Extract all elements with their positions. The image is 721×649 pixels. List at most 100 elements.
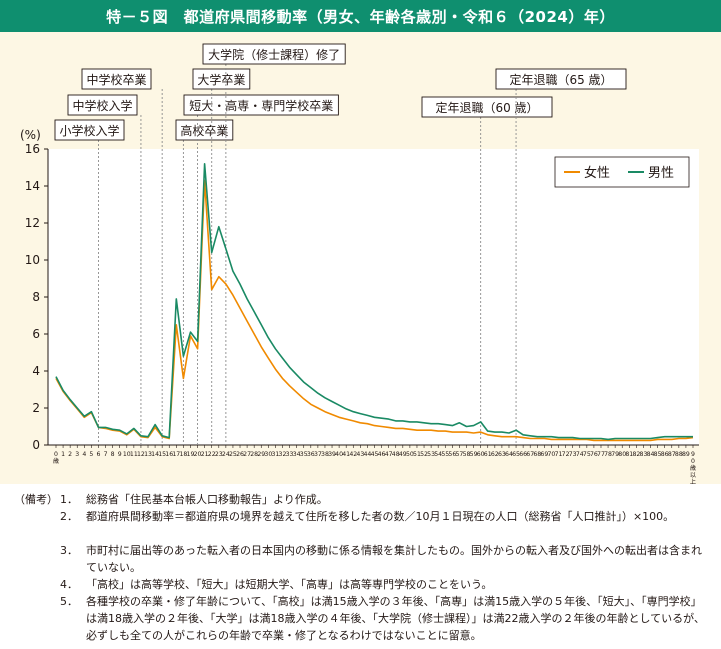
chart-panel: 0 2 4 6 8 10 12 14 16 (%) 0 歳 1 2 3 4 5 6 7 8 9 10 11 12 13 14 15 1… xyxy=(0,32,721,484)
note-number: 1． xyxy=(60,493,78,506)
x-tick-label: 44 xyxy=(363,451,371,458)
annotation-box xyxy=(67,94,138,116)
annotation-box xyxy=(192,68,251,90)
x-tick-label: 33 xyxy=(286,451,294,458)
x-tick-label: 61 xyxy=(484,451,492,458)
annotation-box xyxy=(175,119,234,141)
x-tick-label: 56 xyxy=(448,451,456,458)
note-text: 「高校」は高等学校、「短大」は短期大学、「高専」は高等専門学校のことをいう。 xyxy=(86,578,493,591)
x-tick-label: 59 xyxy=(470,451,478,458)
annotation-label: 高校卒業 xyxy=(180,123,228,138)
y-tick-label: 16 xyxy=(25,142,40,156)
note-number: 5． xyxy=(60,595,78,608)
x-tick-label: 78 xyxy=(604,451,612,458)
x-tick-label: 23 xyxy=(215,451,223,458)
x-tick-label: 1 xyxy=(61,451,65,458)
series-line-male xyxy=(55,163,693,441)
x-tick-label: 73 xyxy=(569,451,577,458)
x-tick-label: 47 xyxy=(385,451,393,458)
x-tick-label: 89 xyxy=(682,451,690,458)
annotation-box xyxy=(202,43,346,65)
x-tick-label: 65 xyxy=(512,451,520,458)
x-tick-label: 24 xyxy=(222,451,230,458)
x-tick-label: 41 xyxy=(342,451,350,458)
x-tick-label: 70 xyxy=(548,451,556,458)
annotation-label: 大学院（修士課程）修了 xyxy=(208,47,340,62)
x-tick-label: 15 xyxy=(158,451,166,458)
note-number: 3． xyxy=(60,544,78,557)
x-tick-label: 53 xyxy=(427,451,435,458)
x-tick-label: 82 xyxy=(632,451,640,458)
x-tick-label: 27 xyxy=(243,451,251,458)
x-tick-label: 52 xyxy=(420,451,428,458)
x-tick-label: 60 xyxy=(477,451,485,458)
annotation-box xyxy=(81,68,152,90)
x-tick-label: 38 xyxy=(321,451,329,458)
x-tick-label: 28 xyxy=(250,451,258,458)
note-number: 2． xyxy=(60,510,78,523)
x-tick-label: 6 xyxy=(96,451,100,458)
x-tick-label: 18 xyxy=(179,451,187,458)
annotation-label: 短大・高専・専門学校卒業 xyxy=(189,98,333,113)
x-tick-label: 79 xyxy=(611,451,619,458)
x-tick-label: 86 xyxy=(661,451,669,458)
y-tick-label: 8 xyxy=(32,290,40,304)
x-tick-label: 22 xyxy=(208,451,216,458)
annotation-label: 中学校卒業 xyxy=(86,72,146,87)
x-tick-label: 16 xyxy=(165,451,173,458)
x-tick-label: 4 xyxy=(82,451,86,458)
x-tick-label: 68 xyxy=(533,451,541,458)
x-tick-label: 35 xyxy=(300,451,308,458)
note-text: 総務省「住民基本台帳人口移動報告」より作成。 xyxy=(86,493,328,506)
x-tick-label: 63 xyxy=(498,451,506,458)
x-tick-label: 17 xyxy=(172,451,180,458)
x-tick-label: 76 xyxy=(590,451,598,458)
x-tick-label: 19 xyxy=(187,451,195,458)
x-tick-label: 54 xyxy=(434,451,442,458)
x-tick-label: 9 xyxy=(118,451,122,458)
note-text: 都道府県間移動率＝都道府県の境界を越えて住所を移した者の数／10月１日現在の人口… xyxy=(86,510,675,523)
x-tick-label: 13 xyxy=(144,451,152,458)
x-tick-label: 87 xyxy=(668,451,676,458)
x-tick-label: 21 xyxy=(201,451,209,458)
x-tick-label: 20 xyxy=(194,451,202,458)
x-tick-label: 14 xyxy=(151,451,159,458)
y-tick-label: 14 xyxy=(25,179,40,193)
x-tick-label: 50 xyxy=(406,451,414,458)
y-tick-label: 6 xyxy=(32,327,40,341)
x-tick-label: 57 xyxy=(455,451,463,458)
annotation-label: 定年退職（60 歳） xyxy=(435,100,538,115)
x-tick-label: 72 xyxy=(562,451,570,458)
x-tick-label: 46 xyxy=(378,451,386,458)
x-tick-label: 49 xyxy=(399,451,407,458)
x-tick-label: 37 xyxy=(314,451,322,458)
x-tick-label: 88 xyxy=(675,451,683,458)
annotation-box xyxy=(183,94,339,116)
x-tick-label: 84 xyxy=(647,451,655,458)
x-tick-label: 45 xyxy=(371,451,379,458)
annotation-box xyxy=(421,96,553,118)
x-tick-label: 34 xyxy=(293,451,301,458)
x-tick-label: 5 xyxy=(89,451,93,458)
x-tick-label: 30 xyxy=(264,451,272,458)
x-tick-label: 58 xyxy=(463,451,471,458)
y-tick-label: 4 xyxy=(32,364,40,378)
x-tick-label: 62 xyxy=(491,451,499,458)
annotation-label: 定年退職（65 歳） xyxy=(509,72,612,87)
x-tick-label: 3 xyxy=(75,451,79,458)
note-number: 4． xyxy=(60,578,78,591)
x-tick-label: 67 xyxy=(526,451,534,458)
notes-section: （備考） 1． 総務省「住民基本台帳人口移動報告」より作成。 2． 都道府県間移… xyxy=(0,484,721,649)
x-tick-label: 29 xyxy=(257,451,265,458)
x-tick-label: 71 xyxy=(555,451,563,458)
x-tick-label: 9 0 歳以上 xyxy=(690,451,696,484)
x-tick-label: 8 xyxy=(111,451,115,458)
y-tick-label: 0 xyxy=(32,438,40,452)
x-tick-label: 75 xyxy=(583,451,591,458)
x-tick-label: 7 xyxy=(104,451,108,458)
y-tick-label: 12 xyxy=(25,216,40,230)
x-tick-label: 74 xyxy=(576,451,584,458)
x-tick-label: 25 xyxy=(229,451,237,458)
x-tick-label: 81 xyxy=(625,451,633,458)
